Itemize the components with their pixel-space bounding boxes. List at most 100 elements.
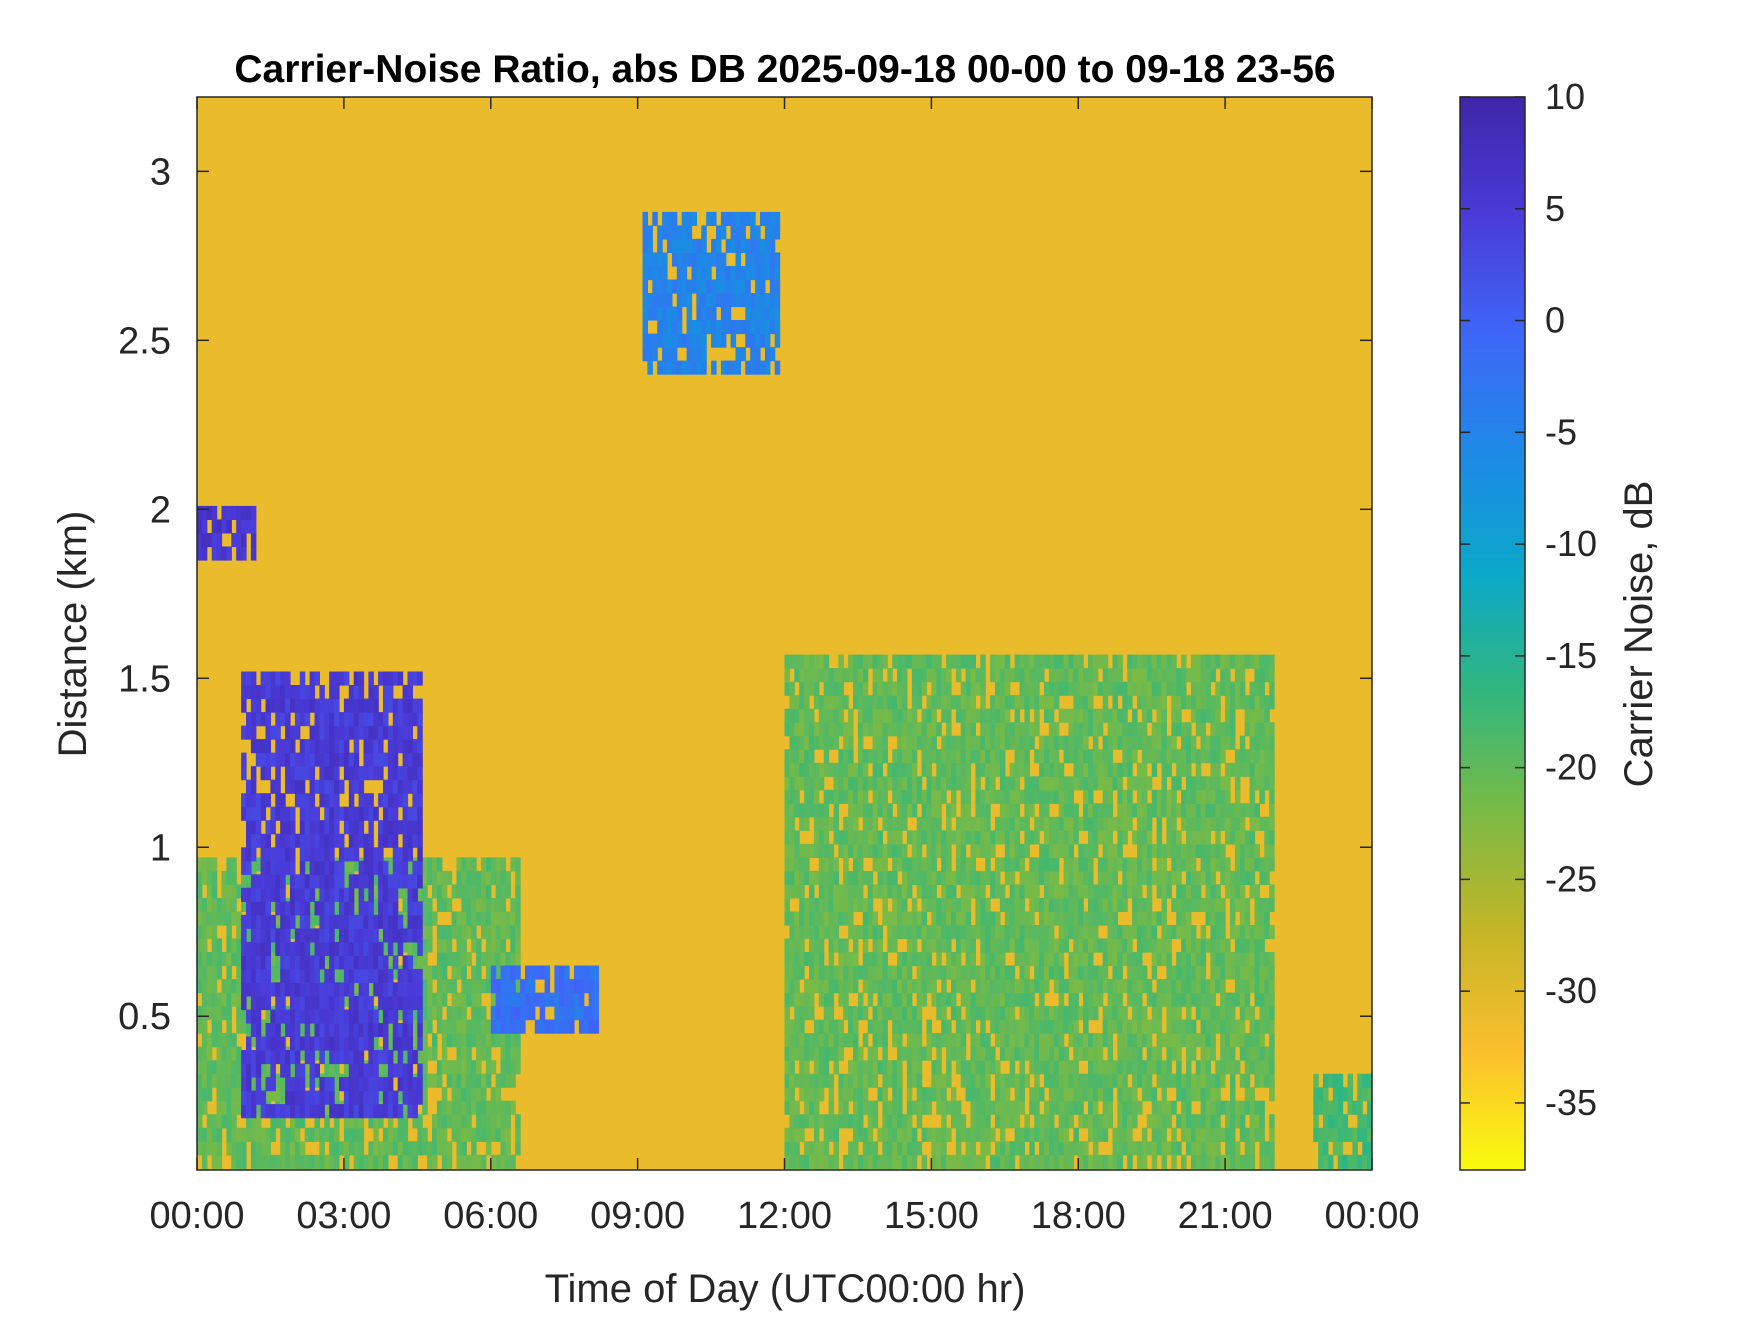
heatmap-cell [921,938,928,953]
heatmap-cell [299,1154,306,1169]
heatmap-cell [906,722,913,737]
heatmap-cell [1092,1046,1099,1061]
heatmap-cell [275,698,281,713]
heatmap-cell [1083,965,1089,980]
heatmap-cell [902,1019,908,1034]
heatmap-cell [231,1141,237,1156]
heatmap-cell [936,952,942,967]
heatmap-cell [231,1127,237,1142]
heatmap-cell [309,1036,316,1051]
heatmap-cell [324,766,330,781]
heatmap-cell [1073,681,1079,696]
heatmap-cell [1024,952,1030,967]
heatmap-cell [897,1073,903,1088]
heatmap-cell [794,762,800,777]
heatmap-cell [363,1009,369,1024]
heatmap-cell [265,820,271,835]
heatmap-cell [1078,1154,1084,1169]
heatmap-cell [241,1050,247,1065]
heatmap-cell [1073,965,1079,980]
heatmap-cell [833,803,839,818]
heatmap-cell [813,1046,820,1061]
heatmap-cell [309,685,316,700]
heatmap-cell [1019,1033,1025,1048]
heatmap-cell [260,1019,267,1034]
heatmap-cell [789,776,795,791]
heatmap-cell [1112,938,1118,953]
heatmap-cell [833,1046,839,1061]
heatmap-cell [1102,708,1109,723]
heatmap-cell [241,752,247,767]
heatmap-cell [481,1087,487,1102]
heatmap-cell [804,668,810,683]
heatmap-cell [642,293,648,308]
heatmap-cell [407,887,413,902]
heatmap-cell [490,925,497,940]
heatmap-cell [794,992,800,1007]
heatmap-cell [246,1104,252,1119]
heatmap-cell [412,928,418,943]
heatmap-cell [255,1100,262,1115]
heatmap-cell [818,952,825,967]
heatmap-cell [246,793,252,808]
heatmap-cell [696,306,702,321]
heatmap-cell [794,979,800,994]
heatmap-cell [231,1114,237,1129]
heatmap-cell [1009,911,1016,926]
heatmap-cell [294,887,301,902]
heatmap-cell [280,968,286,983]
heatmap-cell [211,1114,218,1129]
heatmap-cell [319,820,325,835]
heatmap-cell [260,833,267,848]
heatmap-cell [1073,695,1079,710]
heatmap-cell [818,965,825,980]
heatmap-cell [1078,681,1084,696]
heatmap-cell [1073,722,1079,737]
heatmap-cell [789,695,795,710]
heatmap-cell [476,952,482,967]
heatmap-cell [324,833,330,848]
heatmap-cell [1048,870,1055,885]
heatmap-cell [373,1154,379,1169]
heatmap-cell [363,860,369,875]
heatmap-cell [343,901,350,916]
heatmap-cell [1137,1046,1143,1061]
heatmap-cell [402,739,409,754]
heatmap-cell [823,654,830,669]
heatmap-cell [838,776,844,791]
heatmap-cell [334,793,340,808]
heatmap-cell [662,279,668,294]
heatmap-cell [461,1141,467,1156]
heatmap-cell [1004,722,1011,737]
heatmap-cell [265,847,271,862]
heatmap-cell [436,1006,443,1021]
heatmap-cell [1068,803,1074,818]
heatmap-cell [897,1019,903,1034]
heatmap-cell [1024,722,1030,737]
heatmap-cell [211,897,218,912]
heatmap-cell [358,874,365,889]
heatmap-cell [872,1141,879,1156]
heatmap-cell [397,847,404,862]
heatmap-cell [1097,749,1104,764]
heatmap-cell [1141,695,1148,710]
heatmap-cell [368,1009,374,1024]
heatmap-cell [280,914,286,929]
heatmap-cell [490,1114,497,1129]
heatmap-cell [1004,1033,1011,1048]
heatmap-cell [353,739,360,754]
heatmap-cell [799,925,805,940]
heatmap-cell [226,1046,232,1061]
heatmap-cell [392,1023,399,1038]
heatmap-cell [250,779,257,794]
heatmap-cell [378,1087,384,1102]
heatmap-cell [1117,830,1123,845]
heatmap-cell [515,1127,521,1142]
heatmap-cell [216,1019,223,1034]
heatmap-cell [471,1141,477,1156]
heatmap-cell [1122,695,1128,710]
heatmap-cell [970,1141,976,1156]
heatmap-cell [833,1060,839,1075]
heatmap-cell [236,965,242,980]
heatmap-cell [1044,654,1050,669]
